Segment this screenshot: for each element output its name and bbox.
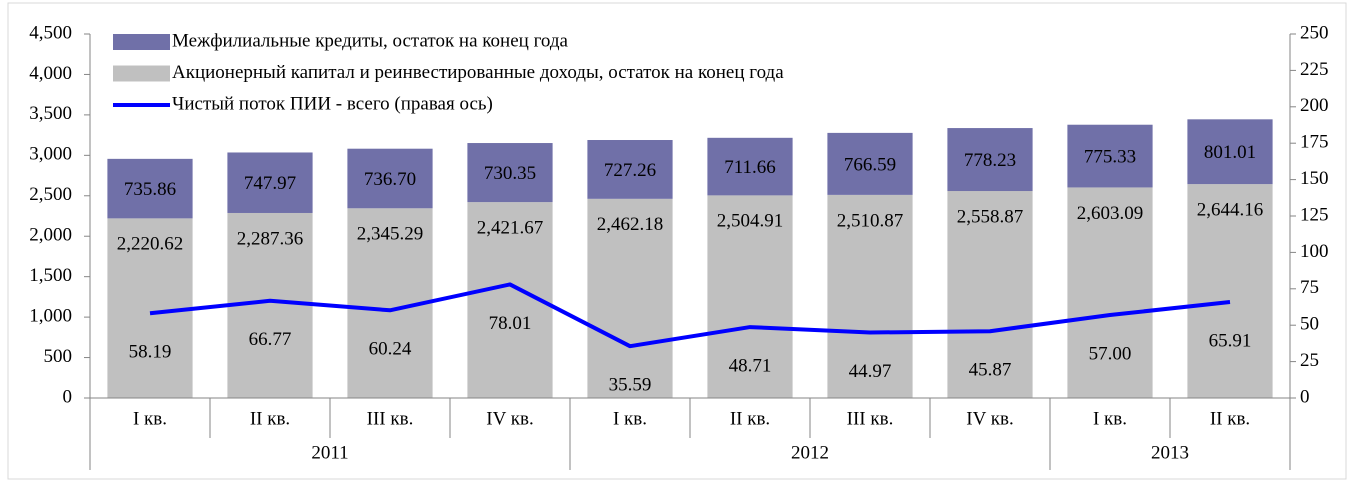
legend-label: Межфилиальные кредиты, остаток на конец … <box>172 30 569 51</box>
y-tick-label: 3,500 <box>29 103 72 124</box>
year-label: 2011 <box>311 442 348 463</box>
x-tick-label: II кв. <box>250 408 290 429</box>
bar-segment <box>707 195 793 398</box>
y-tick-label: 2,000 <box>29 225 72 246</box>
x-tick-label: I кв. <box>1093 408 1127 429</box>
y-tick-label: 500 <box>44 346 73 367</box>
year-label: 2012 <box>791 442 829 463</box>
x-tick-label: II кв. <box>730 408 770 429</box>
y-tick-label: 2,500 <box>29 184 72 205</box>
y2-tick-label: 225 <box>1300 59 1329 80</box>
bar-segment <box>707 137 793 196</box>
x-tick-label: III кв. <box>847 408 894 429</box>
value-label: 44.97 <box>849 361 892 382</box>
line <box>149 282 1231 349</box>
x-tick-label: I кв. <box>133 408 167 429</box>
value-label: 2,287.36 <box>237 228 304 249</box>
value-label: 2,558.87 <box>957 206 1024 227</box>
bar-segment <box>467 143 553 203</box>
value-label: 2,504.91 <box>717 211 784 232</box>
value-label: 735.86 <box>124 179 176 200</box>
y2-tick-label: 125 <box>1300 204 1329 225</box>
value-label: 48.71 <box>729 355 772 376</box>
y2-tick-label: 25 <box>1300 350 1319 371</box>
value-label: 711.66 <box>724 157 776 178</box>
x-tick-label: IV кв. <box>966 408 1013 429</box>
legend-label: Акционерный капитал и реинвестированные … <box>172 62 784 83</box>
value-label: 58.19 <box>129 342 172 363</box>
value-label: 2,220.62 <box>117 234 184 255</box>
y2-tick-label: 50 <box>1300 314 1319 335</box>
y2-tick-label: 75 <box>1300 277 1319 298</box>
y-tick-label: 4,500 <box>29 22 72 43</box>
value-label: 2,421.67 <box>477 217 544 238</box>
chart-border <box>7 2 1347 480</box>
y-tick-label: 0 <box>63 386 73 407</box>
value-label: 2,462.18 <box>597 214 664 235</box>
y-tick-label: 1,500 <box>29 265 72 286</box>
value-label: 60.24 <box>369 339 412 360</box>
y2-tick-label: 100 <box>1300 241 1329 262</box>
bar-segment <box>1187 119 1273 185</box>
x-tick-label: I кв. <box>613 408 647 429</box>
bar-segment <box>827 132 913 195</box>
bar-segment <box>107 218 193 398</box>
value-label: 778.23 <box>964 150 1016 171</box>
bar-segment <box>587 140 673 199</box>
y2-tick-label: 0 <box>1300 386 1310 407</box>
value-label: 2,603.09 <box>1077 203 1144 224</box>
x-tick-label: IV кв. <box>486 408 533 429</box>
y2-tick-label: 250 <box>1300 22 1329 43</box>
y2-tick-label: 200 <box>1300 95 1329 116</box>
bar-segment <box>1067 124 1153 188</box>
bar-segment <box>947 191 1033 398</box>
value-label: 2,345.29 <box>357 224 424 245</box>
bar-segment <box>1187 184 1273 398</box>
value-label: 78.01 <box>489 313 532 334</box>
value-label: 736.70 <box>364 169 416 190</box>
value-label: 2,510.87 <box>837 210 904 231</box>
bar-segment <box>347 148 433 209</box>
value-label: 766.59 <box>844 154 896 175</box>
bar-segment <box>587 198 673 398</box>
bar-segment <box>107 158 193 219</box>
value-label: 775.33 <box>1084 146 1136 167</box>
value-label: 57.00 <box>1089 343 1132 364</box>
value-label: 730.35 <box>484 163 536 184</box>
bar-segment <box>947 128 1033 192</box>
value-label: 747.97 <box>244 173 296 194</box>
legend-swatch <box>113 34 170 50</box>
value-label: 45.87 <box>969 360 1012 381</box>
value-label: 65.91 <box>1209 330 1252 351</box>
bar-segment <box>827 194 913 398</box>
bar-segment <box>1067 187 1153 398</box>
legend-swatch <box>113 65 170 82</box>
y2-tick-label: 150 <box>1300 168 1329 189</box>
value-label: 66.77 <box>249 329 292 350</box>
y-tick-label: 1,000 <box>29 305 72 326</box>
y-tick-label: 4,000 <box>29 63 72 84</box>
y2-tick-label: 175 <box>1300 132 1329 153</box>
year-label: 2013 <box>1151 442 1189 463</box>
bar-segment <box>227 152 313 213</box>
value-label: 2,644.16 <box>1197 199 1264 220</box>
value-label: 801.01 <box>1204 142 1256 163</box>
value-label: 35.59 <box>609 375 652 396</box>
y-tick-label: 3,000 <box>29 144 72 165</box>
value-label: 727.26 <box>604 160 656 181</box>
x-tick-label: III кв. <box>367 408 414 429</box>
x-tick-label: II кв. <box>1210 408 1250 429</box>
legend-label: Чистый поток ПИИ - всего (правая ось) <box>172 93 493 114</box>
